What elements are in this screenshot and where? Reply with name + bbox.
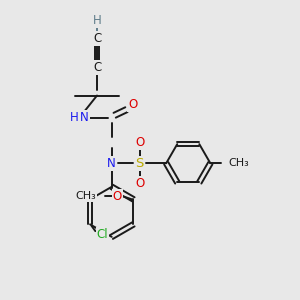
Text: H: H <box>93 14 101 27</box>
Text: CH₃: CH₃ <box>76 191 97 201</box>
Text: S: S <box>136 157 144 170</box>
Text: H: H <box>70 111 79 124</box>
Text: O: O <box>112 190 122 203</box>
Text: CH₃: CH₃ <box>228 158 249 168</box>
Text: N: N <box>107 157 116 170</box>
Text: O: O <box>135 177 144 190</box>
Text: N: N <box>80 111 89 124</box>
Text: Cl: Cl <box>97 228 108 241</box>
Text: C: C <box>93 32 101 45</box>
Text: O: O <box>135 136 144 149</box>
Text: O: O <box>128 98 137 111</box>
Text: C: C <box>93 61 101 74</box>
